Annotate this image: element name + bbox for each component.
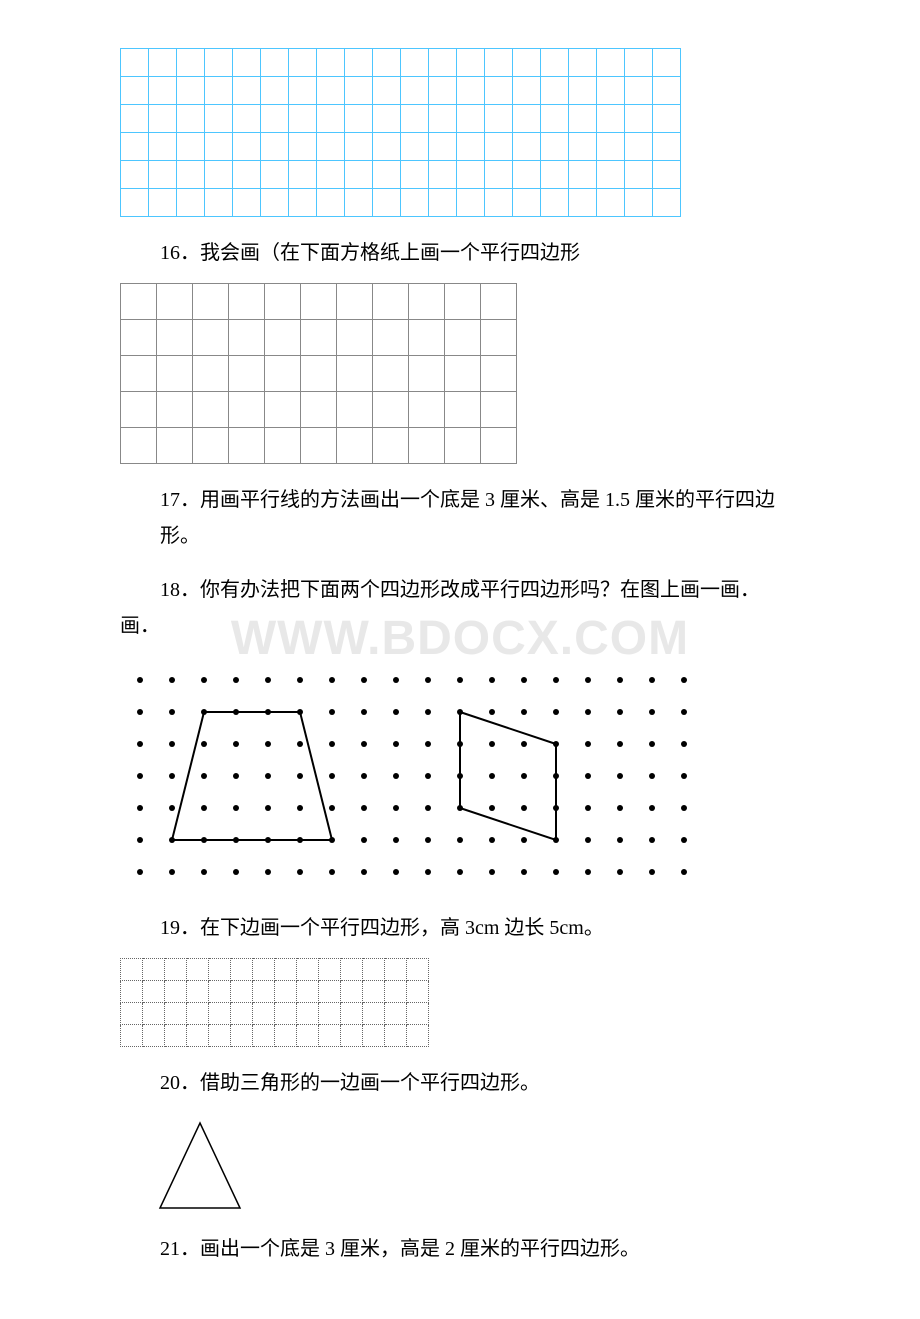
triangle-shape: [160, 1123, 240, 1208]
blue-grid: [120, 48, 800, 217]
question-20: 20．借助三角形的一边画一个平行四边形。: [160, 1065, 800, 1101]
question-17: 17．用画平行线的方法画出一个底是 3 厘米、高是 1.5 厘米的平行四边形。: [160, 482, 800, 554]
dotted-grid-table: [120, 958, 429, 1047]
dotted-grid: [120, 958, 800, 1047]
dot-lattice-figure: [120, 660, 800, 892]
question-18a: 18．你有办法把下面两个四边形改成平行四边形吗？在图上画一画．: [160, 572, 800, 608]
dot-lattice-svg: [120, 660, 704, 892]
question-16: 16．我会画（在下面方格纸上画一个平行四边形: [160, 235, 800, 271]
triangle-svg: [140, 1113, 260, 1213]
question-19: 19．在下边画一个平行四边形，高 3cm 边长 5cm。: [160, 910, 800, 946]
blue-grid-table: [120, 48, 681, 217]
question-18b: 画．: [120, 608, 800, 644]
bw-grid: [120, 283, 800, 464]
bw-grid-table: [120, 283, 517, 464]
triangle-figure: [140, 1113, 800, 1213]
question-21: 21．画出一个底是 3 厘米，高是 2 厘米的平行四边形。: [160, 1231, 800, 1267]
